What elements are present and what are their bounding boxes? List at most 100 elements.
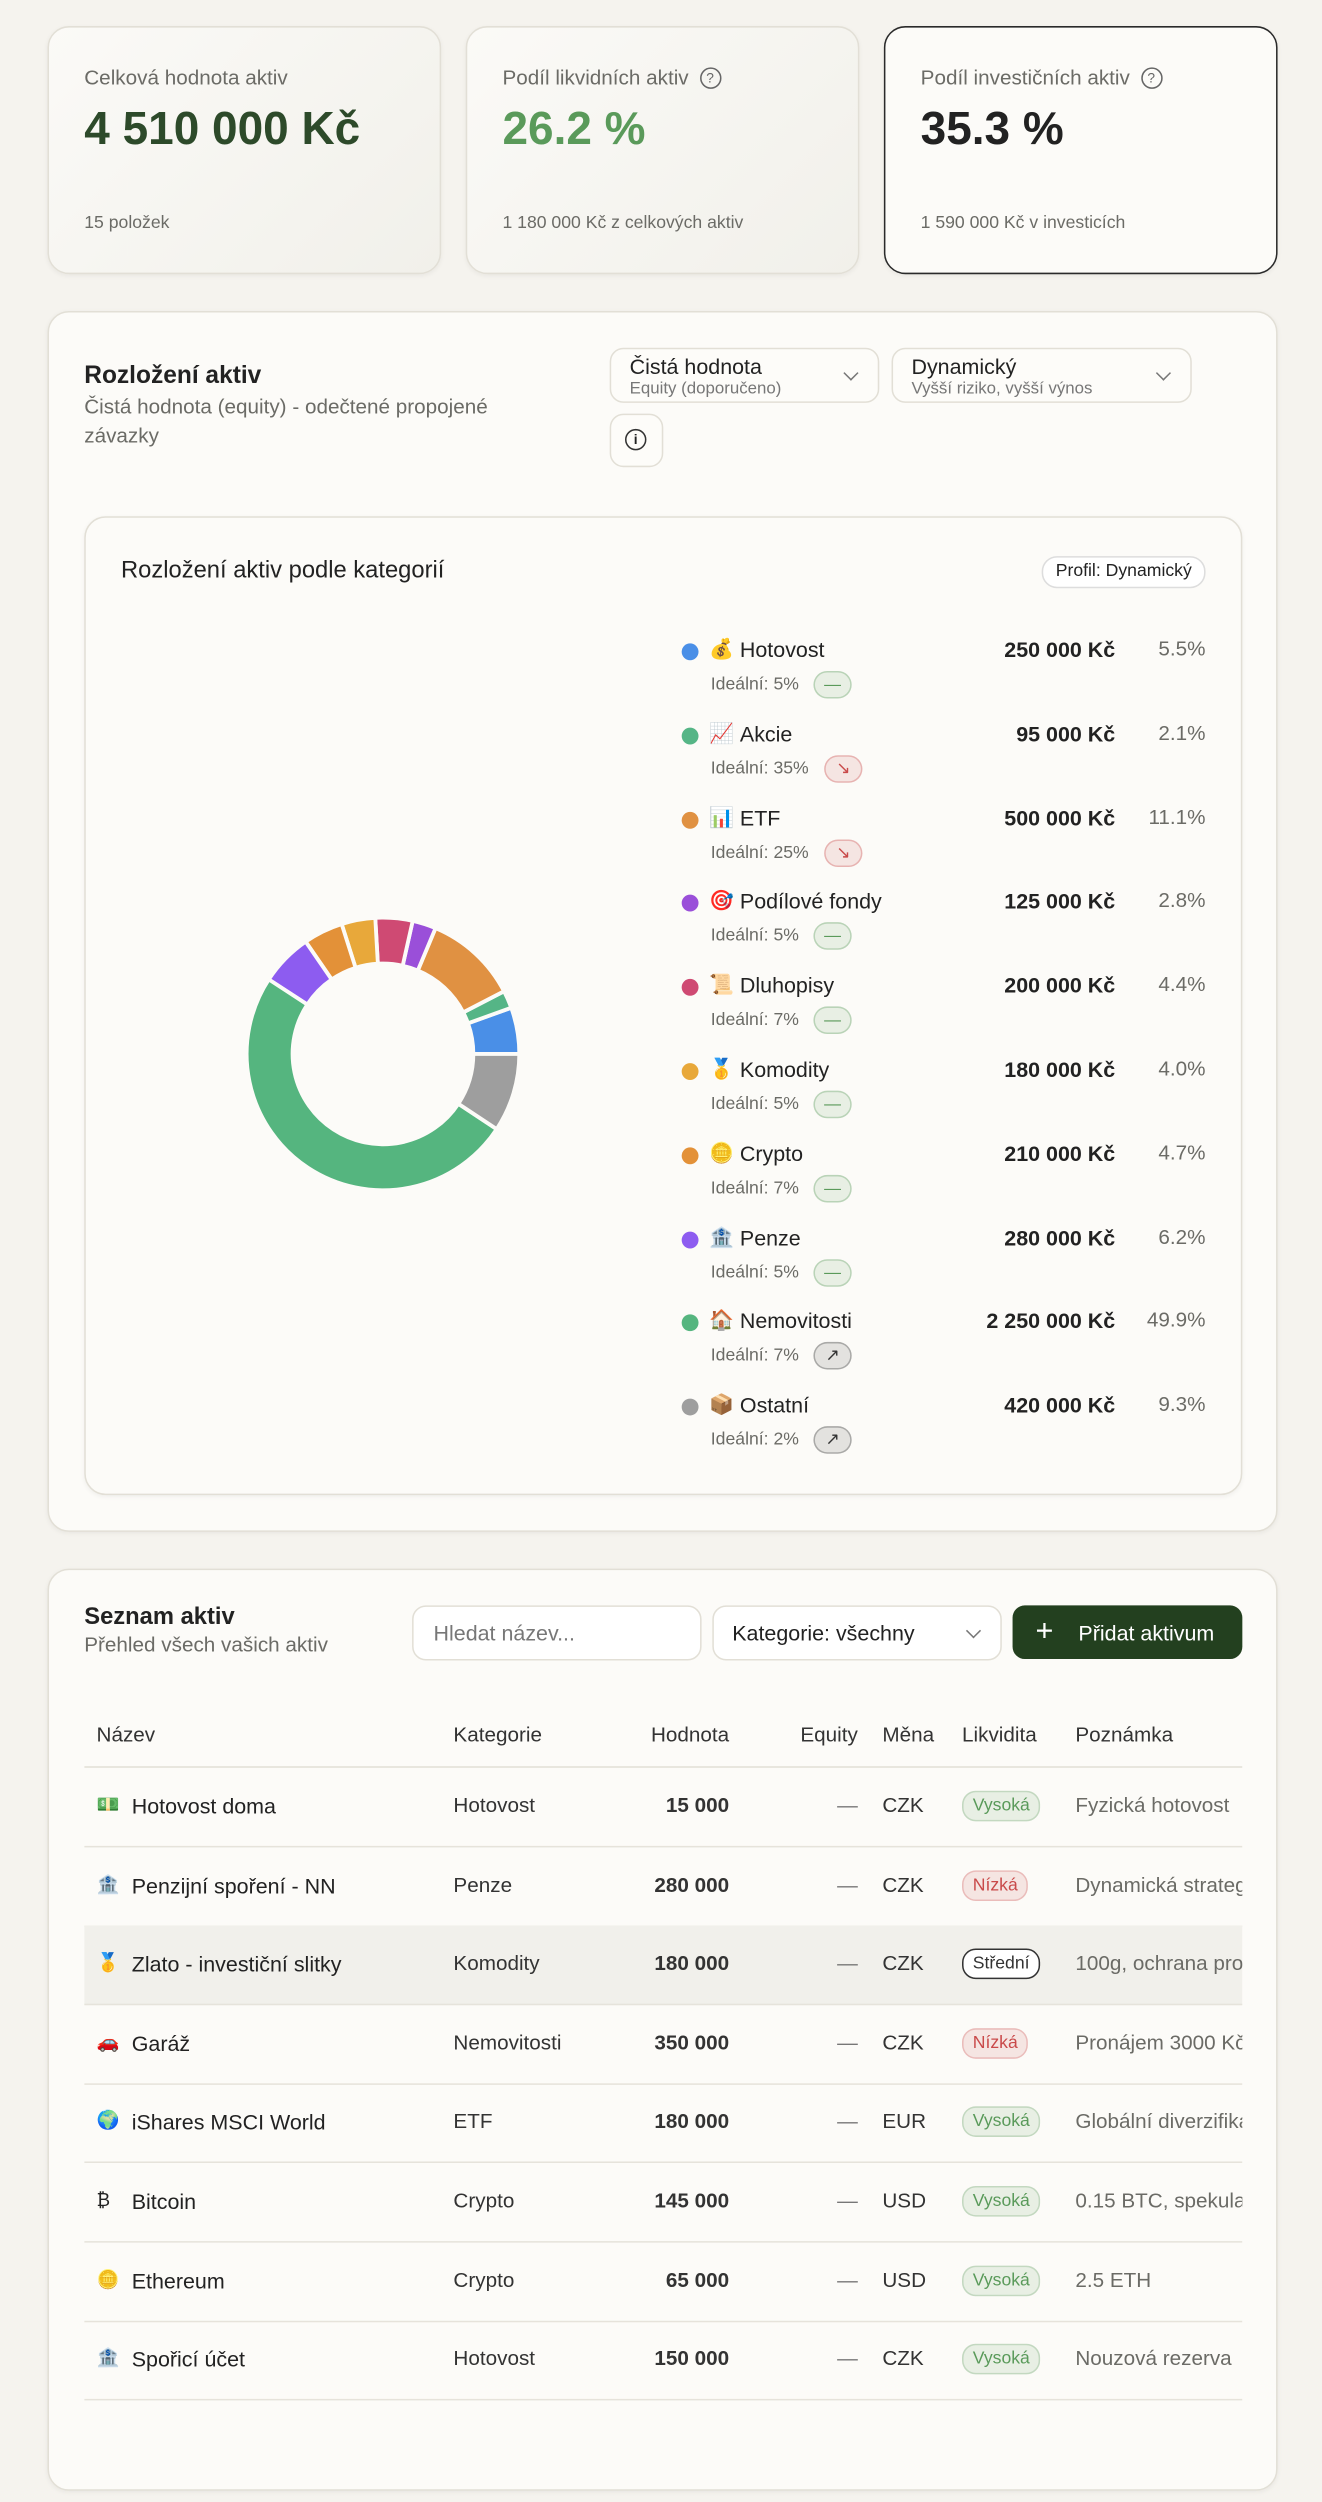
asset-currency: CZK: [882, 2030, 924, 2054]
stat-note: 15 položek: [84, 214, 170, 233]
asset-category: Crypto: [453, 2268, 515, 2292]
table-row[interactable]: 🚗 Garáž Nemovitosti 350 000 — CZK Nízká Pronáje…: [84, 2005, 1243, 2085]
info-icon: i: [624, 428, 647, 451]
legend-icon: 📈: [709, 721, 735, 745]
chart-title: Rozložení aktiv podle kategorií: [121, 557, 445, 584]
asset-value: 280 000: [654, 1872, 730, 1896]
asset-currency: CZK: [882, 1793, 924, 1817]
row-icon: 🌍: [96, 2109, 120, 2132]
legend-percent: 4.4%: [1158, 973, 1206, 996]
stat-card: Celková hodnota aktiv 4 510 000 Kč 15 po…: [47, 26, 442, 275]
column-header: Likvidita: [962, 1723, 1037, 1747]
asset-name: Hotovost doma: [131, 1793, 276, 1819]
legend-name: Komodity: [739, 1056, 830, 1082]
row-icon: 🚗: [96, 2030, 120, 2053]
stat-value: 4 510 000 Kč: [84, 104, 361, 155]
asset-note: Dynamická strategie: [1075, 1872, 1242, 1896]
stat-label: Celková hodnota aktiv: [84, 65, 288, 89]
chevron: [1155, 365, 1172, 381]
legend-name: Akcie: [739, 721, 793, 746]
section-title: Rozložení aktiv: [84, 363, 262, 390]
trend-badge: ↗: [813, 1342, 852, 1371]
add-button[interactable]: + Přidat aktivum: [1012, 1605, 1243, 1660]
asset-currency: CZK: [882, 1951, 924, 1975]
asset-name: Bitcoin: [131, 2189, 197, 2214]
profile-select[interactable]: Dynamický Vyšší riziko, vyšší výnos: [891, 347, 1192, 403]
select-sub: Vyšší riziko, vyšší výnos: [911, 379, 1093, 399]
stat-value: 26.2 %: [502, 104, 646, 155]
asset-value: 350 000: [654, 2030, 730, 2054]
liquidity-badge: Vysoká: [962, 2106, 1041, 2138]
legend-ideal: Ideální: 25%: [710, 843, 809, 862]
legend-ideal: Ideální: 5%: [710, 675, 799, 694]
stat-note: 1 180 000 Kč z celkových aktiv: [502, 214, 744, 233]
stat-card: Podíl likvidních aktiv? 26.2 % 1 180 000…: [465, 26, 860, 275]
asset-name: Ethereum: [131, 2268, 225, 2293]
column-header: Hodnota: [650, 1723, 730, 1747]
asset-equity: —: [837, 1872, 858, 1896]
asset-equity: —: [837, 2347, 858, 2371]
asset-equity: —: [837, 2268, 858, 2292]
donut-chart: [245, 916, 521, 1192]
legend-ideal: Ideální: 2%: [710, 1431, 799, 1450]
page: Celková hodnota aktiv 4 510 000 Kč 15 po…: [47, 26, 1278, 2491]
asset-name: Garáž: [131, 2030, 191, 2056]
help-icon[interactable]: ?: [699, 67, 721, 89]
legend-ideal: Ideální: 7%: [710, 1179, 799, 1198]
stat-value: 35.3 %: [920, 104, 1064, 155]
trend-badge: —: [813, 1090, 852, 1119]
legend-amount: 180 000 Kč: [1004, 1056, 1116, 1082]
legend-dot: [681, 1147, 699, 1164]
asset-name: Penzijní spoření - NN: [131, 1872, 336, 1898]
header-rule: [84, 1766, 1243, 1768]
column-header: Kategorie: [453, 1723, 542, 1747]
legend-amount: 2 250 000 Kč: [986, 1308, 1116, 1334]
asset-note: Pronájem 3000 Kč: [1075, 2030, 1243, 2054]
table-row[interactable]: 🏦 Spořicí účet Hotovost 150 000 — CZK Vysoká No…: [84, 2321, 1243, 2401]
search-input[interactable]: Hledat název...: [412, 1605, 702, 1661]
chevron: [965, 1623, 982, 1639]
asset-value: 65 000: [665, 2268, 730, 2292]
stat-label-row: Podíl likvidních aktiv?: [502, 66, 721, 89]
legend-dot: [681, 1230, 699, 1248]
legend-name: Nemovitosti: [739, 1308, 852, 1334]
legend-name: Dluhopisy: [739, 973, 835, 998]
legend-ideal: Ideální: 7%: [710, 1347, 799, 1366]
row-icon: 🪙: [96, 2268, 120, 2290]
section-subtitle: Čistá hodnota (equity) - odečtené propoj…: [84, 395, 488, 448]
asset-value: 145 000: [654, 2189, 730, 2213]
legend-dot: [681, 727, 699, 745]
section-title: Seznam aktiv: [84, 1603, 235, 1630]
table-row[interactable]: 🥇 Zlato - investiční slitky Komodity 180 00…: [84, 1925, 1243, 2006]
stat-label-row: Podíl investičních aktiv?: [921, 66, 1163, 89]
legend-dot: [681, 979, 699, 996]
table-row[interactable]: ₿ Bitcoin Crypto 145 000 — USD Vysoká 0.15 BTC,…: [84, 2163, 1243, 2243]
row-icon: ₿: [96, 2189, 111, 2211]
asset-equity: —: [837, 1951, 858, 1975]
legend-icon: 🥇: [709, 1056, 735, 1080]
table-row[interactable]: 🏦 Penzijní spoření - NN Penze 280 000 — CZK Ní…: [84, 1847, 1243, 1927]
liquidity-badge: Nízká: [962, 2027, 1029, 2059]
table-row[interactable]: 🌍 iShares MSCI World ETF 180 000 — EUR Vysoká G…: [84, 2084, 1243, 2164]
info-button[interactable]: i: [609, 413, 664, 468]
help-icon[interactable]: ?: [1140, 67, 1163, 89]
legend-dot: [681, 1314, 699, 1332]
legend-icon: 🪙: [709, 1140, 735, 1164]
trend-badge: ↗: [813, 1426, 852, 1455]
select-sub: Equity (doporučeno): [629, 379, 782, 399]
legend-amount: 280 000 Kč: [1004, 1224, 1116, 1250]
category-select[interactable]: Kategorie: všechny: [712, 1605, 1002, 1661]
table-row[interactable]: 🪙 Ethereum Crypto 65 000 — USD Vysoká 2.5 ETH: [84, 2242, 1243, 2322]
legend-ideal: Ideální: 7%: [710, 1011, 799, 1030]
asset-category: Crypto: [453, 2189, 515, 2213]
value-select[interactable]: Čistá hodnota Equity (doporučeno): [609, 347, 880, 403]
row-icon: 💵: [96, 1793, 120, 1816]
asset-currency: USD: [882, 2189, 927, 2213]
legend-dot: [681, 895, 699, 913]
legend-amount: 210 000 Kč: [1004, 1140, 1116, 1166]
asset-note: 100g, ochrana proti inflaci: [1075, 1951, 1243, 1975]
asset-category: Hotovost: [453, 1793, 536, 1817]
table-row[interactable]: 💵 Hotovost doma Hotovost 15 000 — CZK Vysoká Fy…: [84, 1768, 1243, 1848]
legend-ideal: Ideální: 35%: [710, 759, 809, 778]
stat-note: 1 590 000 Kč v investicích: [920, 214, 1126, 233]
